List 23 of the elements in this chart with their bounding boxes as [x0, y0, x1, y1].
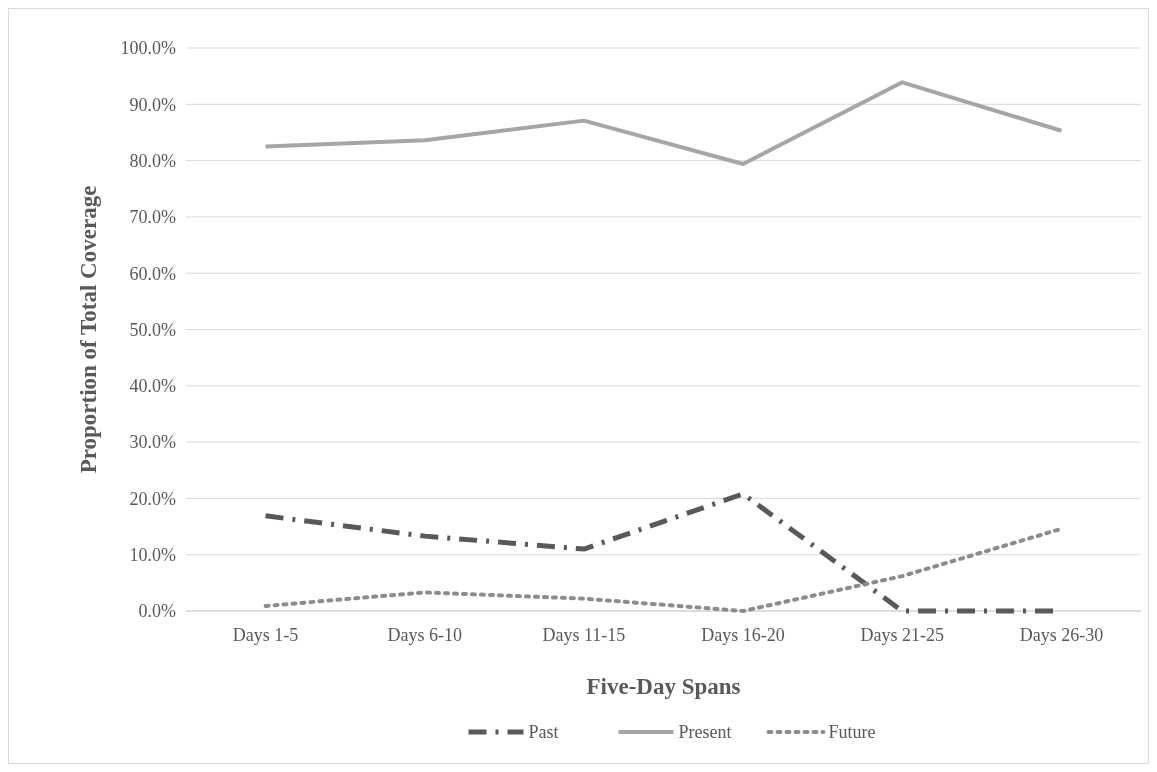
x-tick-label: Days 1-5 [232, 625, 299, 645]
x-tick-label: Days 26-30 [1019, 625, 1104, 645]
y-tick-label: 80.0% [129, 150, 176, 171]
y-tick-label: 60.0% [129, 263, 176, 284]
y-tick-label: 30.0% [129, 432, 176, 453]
y-tick-label: 70.0% [129, 207, 176, 228]
y-tick-label: 40.0% [129, 376, 176, 397]
x-tick-label: Days 6-10 [387, 625, 462, 645]
line-series [263, 80, 1064, 166]
legend-label: Past [528, 722, 559, 743]
x-axis-title: Five-Day Spans [586, 674, 741, 699]
y-tick-label: 100.0% [120, 38, 176, 59]
x-tick-label: Days 11-15 [542, 625, 626, 645]
y-tick-label: 10.0% [129, 545, 176, 565]
legend-label: Present [678, 722, 732, 743]
x-tick-label: Days 21-25 [860, 625, 944, 645]
y-tick-label: 0.0% [138, 601, 176, 622]
legend-label: Future [828, 722, 876, 743]
x-tick-label: Days 16-20 [701, 625, 785, 645]
y-axis-title: Proportion of Total Coverage [76, 185, 101, 474]
y-tick-label: 50.0% [129, 319, 176, 340]
y-tick-label: 20.0% [129, 488, 176, 509]
y-tick-label: 90.0% [129, 94, 176, 115]
